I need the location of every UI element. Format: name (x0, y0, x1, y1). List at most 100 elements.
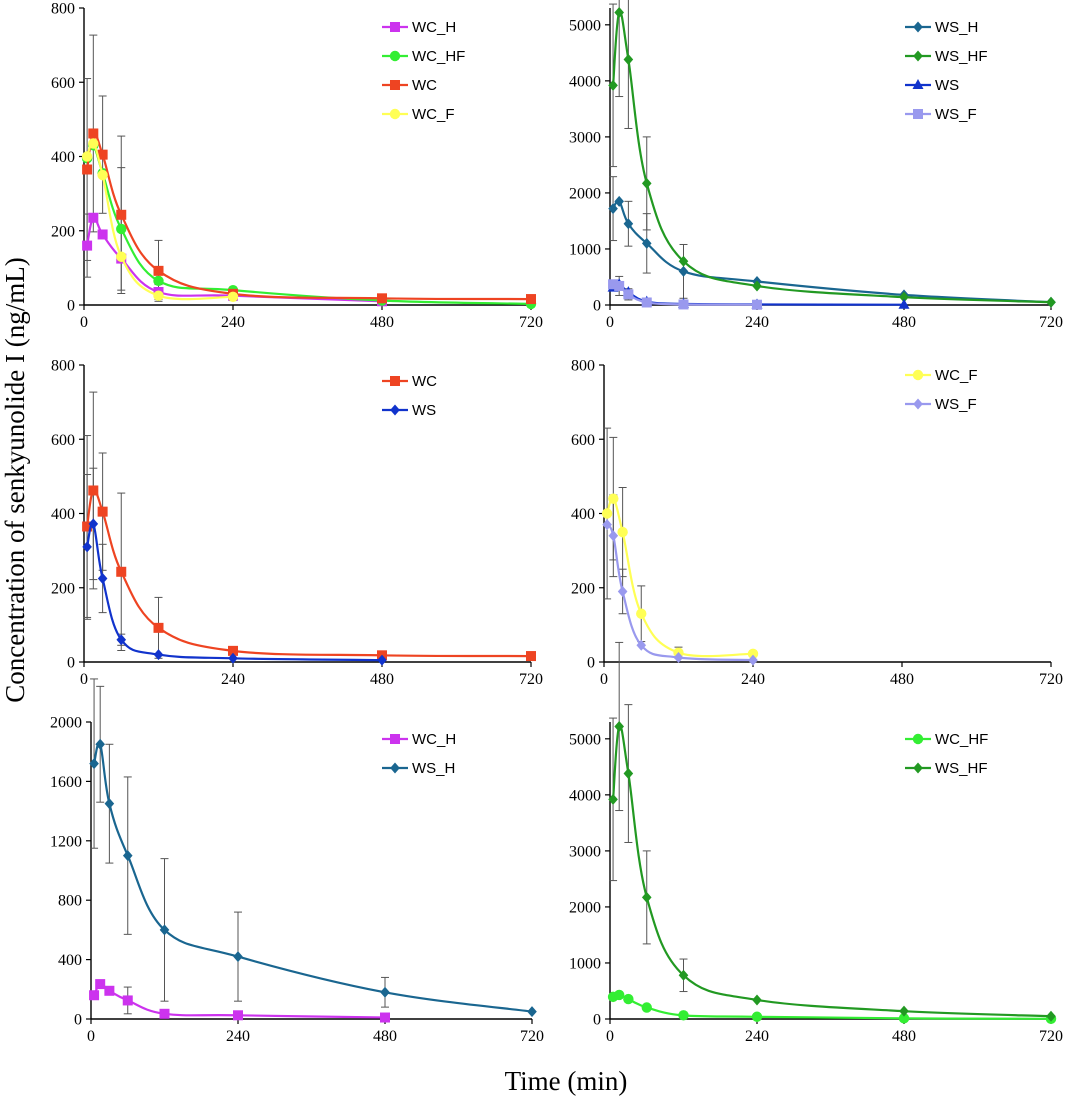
y-tick-label: 0 (593, 298, 601, 315)
legend-marker-WC_F (912, 369, 924, 381)
y-tick-label: 0 (67, 655, 75, 672)
data-point-WS_HF (899, 1005, 909, 1017)
legend-label-WC_F: WC_F (412, 106, 455, 123)
data-point-WC (116, 566, 127, 577)
x-tick-label: 240 (741, 671, 765, 688)
chart-panel-top-left: 0 240 480 720 0 200 400 600 800 WC_H WC_HF WC WC_F (51, 1, 543, 332)
legend-marker-WS (390, 404, 400, 416)
legend-marker-WC_F (389, 108, 401, 120)
data-point-WC_H (82, 240, 93, 251)
legend-marker-WC (390, 376, 400, 386)
legend-marker-WS_F (913, 398, 923, 410)
x-tick-label: 0 (606, 314, 614, 331)
data-point-WC_H (89, 990, 100, 1001)
data-point-WC (97, 149, 108, 160)
data-point-WS_HF (608, 793, 618, 805)
legend-marker-WS_F (913, 109, 923, 119)
chart-panel-bottom-right: 0 240 480 720 0 1000 2000 3000 4000 5000 WC_HF WS_H… (569, 641, 1063, 1045)
y-tick-label: 200 (51, 223, 75, 240)
data-point-WS_HF (614, 720, 624, 732)
data-point-WC (82, 164, 93, 175)
series-line-WC_F (606, 497, 754, 658)
data-point-WC_H (104, 985, 115, 996)
data-point-WC (116, 209, 127, 220)
y-tick-label: 4000 (569, 787, 601, 804)
legend-label-WC_HF: WC_HF (935, 731, 988, 748)
legend-label-WS_H: WS_H (935, 19, 978, 36)
data-point-WS (88, 518, 99, 530)
data-point-WC_HF (153, 275, 164, 287)
x-tick-label: 0 (606, 1028, 614, 1045)
data-point-WC (153, 622, 164, 633)
data-point-WC_H (159, 1008, 170, 1019)
data-point-WS_HF (641, 891, 652, 903)
data-point-WS_F (641, 297, 652, 308)
data-point-WS (82, 541, 92, 553)
x-tick-label: 720 (1039, 314, 1063, 331)
data-point-WS_HF (752, 994, 762, 1006)
data-point-WS_HF (623, 768, 634, 780)
x-tick-label: 0 (87, 1028, 95, 1045)
legend-label-WS_F: WS_F (935, 396, 977, 413)
data-point-WS_HF (623, 54, 634, 66)
data-point-WS_H (104, 798, 115, 810)
data-point-WC_HF (898, 1013, 910, 1024)
data-point-WS_HF (678, 969, 689, 981)
data-point-WC_HF (623, 993, 634, 1005)
data-point-WS_F (623, 289, 634, 300)
y-tick-label: 200 (571, 580, 595, 597)
y-tick-label: 800 (51, 1, 75, 18)
data-point-WS_H (380, 986, 390, 998)
legend-marker-WS_H (913, 21, 923, 33)
legend-marker-WS_HF (913, 762, 923, 774)
data-point-WC_F (153, 290, 164, 301)
y-tick-label: 1600 (50, 774, 82, 791)
legend-marker-WC_H (390, 22, 400, 32)
data-point-WC (377, 293, 387, 304)
x-tick-label: 240 (745, 314, 769, 331)
x-tick-label: 480 (370, 671, 394, 688)
y-tick-label: 600 (51, 75, 75, 92)
y-tick-label: 0 (587, 655, 595, 672)
y-tick-label: 400 (58, 952, 82, 969)
data-point-WC_F (608, 493, 619, 504)
data-point-WS_H (233, 951, 243, 963)
data-point-WS_HF (1046, 1010, 1056, 1022)
x-tick-label: 480 (892, 1028, 916, 1045)
y-tick-label: 400 (51, 149, 75, 166)
chart-panel-middle-left: 0 240 480 720 0 200 400 600 800 WC WS (51, 358, 543, 689)
data-point-WS_HF (641, 177, 652, 189)
data-point-WC (153, 265, 164, 276)
data-point-WS_F (608, 279, 619, 290)
data-point-WS (898, 298, 910, 309)
data-point-WS_H (89, 758, 99, 770)
data-point-WS_F (678, 299, 689, 310)
data-point-WS_F (748, 654, 758, 666)
x-tick-label: 240 (745, 1028, 769, 1045)
data-point-WC_F (88, 138, 99, 149)
data-point-WC_H (97, 229, 108, 240)
y-tick-label: 2000 (50, 715, 82, 732)
y-tick-label: 5000 (569, 731, 601, 748)
y-tick-label: 1000 (569, 241, 601, 258)
y-tick-label: 5000 (569, 17, 601, 34)
legend-label-WS: WS (412, 402, 436, 419)
legend-marker-WS_HF (913, 50, 923, 62)
data-point-WS_H (95, 738, 105, 750)
x-tick-label: 720 (1039, 1028, 1063, 1045)
x-tick-label: 0 (80, 671, 88, 688)
data-point-WS_H (623, 218, 634, 230)
data-point-WC_HF (641, 1002, 652, 1013)
data-point-WS_HF (608, 79, 618, 91)
y-tick-label: 1200 (50, 833, 82, 850)
y-tick-label: 2000 (569, 899, 601, 916)
legend-marker-WC (390, 80, 400, 90)
legend-marker-WC_H (390, 734, 400, 744)
y-tick-label: 4000 (569, 73, 601, 90)
series-line-WS_F (606, 523, 754, 662)
chart-panel-top-right: 0 240 480 720 0 1000 2000 3000 4000 5000 WS_H WS_HF… (569, 0, 1063, 331)
data-point-WS (228, 652, 238, 664)
data-point-WC_H (122, 995, 133, 1006)
legend-label-WC_H: WC_H (412, 19, 456, 36)
data-point-WS_HF (899, 291, 909, 303)
